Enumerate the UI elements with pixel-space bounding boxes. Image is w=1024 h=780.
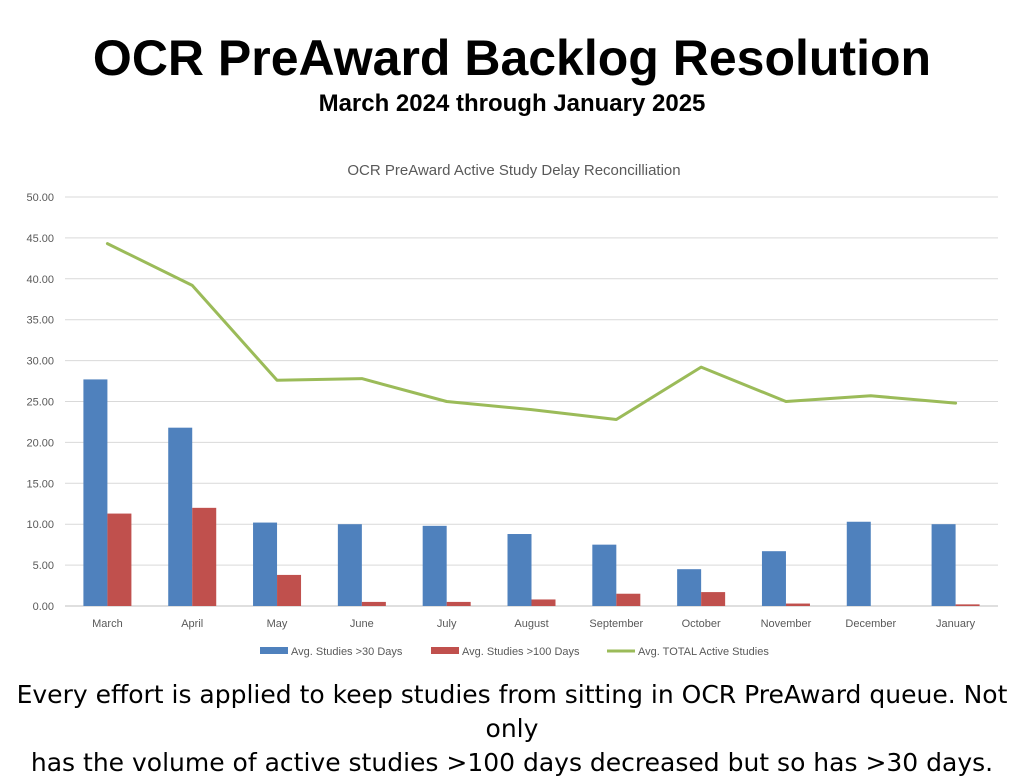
- bar-over-30-days: [422, 525, 447, 606]
- footer-line-1: Every effort is applied to keep studies …: [16, 680, 1008, 743]
- legend-swatch: [431, 647, 459, 654]
- bar-over-30-days: [761, 551, 786, 606]
- y-tick-label: 5.00: [33, 560, 54, 572]
- bar-over-30-days: [168, 427, 193, 606]
- delay-reconciliation-chart: OCR PreAward Active Study Delay Reconcil…: [26, 162, 998, 658]
- x-tick-label: October: [682, 618, 721, 630]
- bar-over-100-days: [361, 601, 386, 606]
- legend-label: Avg. Studies >100 Days: [462, 646, 580, 658]
- y-tick-label: 15.00: [26, 478, 54, 490]
- y-tick-label: 50.00: [26, 192, 54, 204]
- line-total-active-studies: [105, 242, 958, 421]
- bar-over-30-days: [83, 379, 108, 606]
- bar-over-100-days: [446, 601, 471, 606]
- bar-over-100-days: [616, 593, 641, 606]
- footer-line-2: has the volume of active studies >100 da…: [30, 748, 994, 777]
- chart-title: OCR PreAward Active Study Delay Reconcil…: [347, 162, 680, 179]
- y-tick-label: 0.00: [33, 601, 54, 613]
- y-tick-label: 10.00: [26, 519, 54, 531]
- bar-over-100-days: [192, 507, 217, 606]
- legend-label: Avg. TOTAL Active Studies: [638, 646, 769, 658]
- x-tick-label: July: [437, 618, 457, 630]
- footer-note: Every effort is applied to keep studies …: [0, 678, 1024, 780]
- y-tick-label: 35.00: [26, 315, 54, 327]
- legend-label: Avg. Studies >30 Days: [291, 646, 403, 658]
- x-tick-label: May: [267, 618, 288, 630]
- x-tick-label: November: [761, 618, 812, 630]
- bar-over-100-days: [955, 604, 980, 606]
- bar-over-30-days: [677, 569, 702, 606]
- bar-over-100-days: [531, 599, 556, 606]
- bar-over-100-days: [107, 513, 132, 606]
- x-tick-label: June: [350, 618, 374, 630]
- bar-over-30-days: [931, 524, 956, 606]
- bar-over-30-days: [337, 524, 362, 606]
- x-tick-label: January: [936, 618, 976, 630]
- x-tick-label: March: [92, 618, 123, 630]
- bar-over-100-days: [785, 603, 810, 606]
- y-tick-label: 20.00: [26, 437, 54, 449]
- bar-over-100-days: [277, 574, 302, 606]
- slide-subtitle: March 2024 through January 2025: [318, 90, 706, 117]
- y-tick-label: 40.00: [26, 274, 54, 286]
- bar-over-30-days: [846, 521, 871, 606]
- x-tick-label: April: [181, 618, 203, 630]
- y-tick-label: 30.00: [26, 356, 54, 368]
- legend-swatch: [260, 647, 288, 654]
- x-tick-label: September: [589, 618, 643, 630]
- bar-over-100-days: [701, 592, 726, 606]
- bar-over-30-days: [253, 522, 278, 606]
- bar-over-30-days: [507, 534, 532, 606]
- x-tick-label: August: [514, 618, 548, 630]
- y-tick-label: 25.00: [26, 397, 54, 409]
- bar-over-30-days: [592, 544, 617, 606]
- x-tick-label: December: [845, 618, 896, 630]
- slide-title: OCR PreAward Backlog Resolution: [92, 30, 932, 86]
- y-tick-label: 45.00: [26, 233, 54, 245]
